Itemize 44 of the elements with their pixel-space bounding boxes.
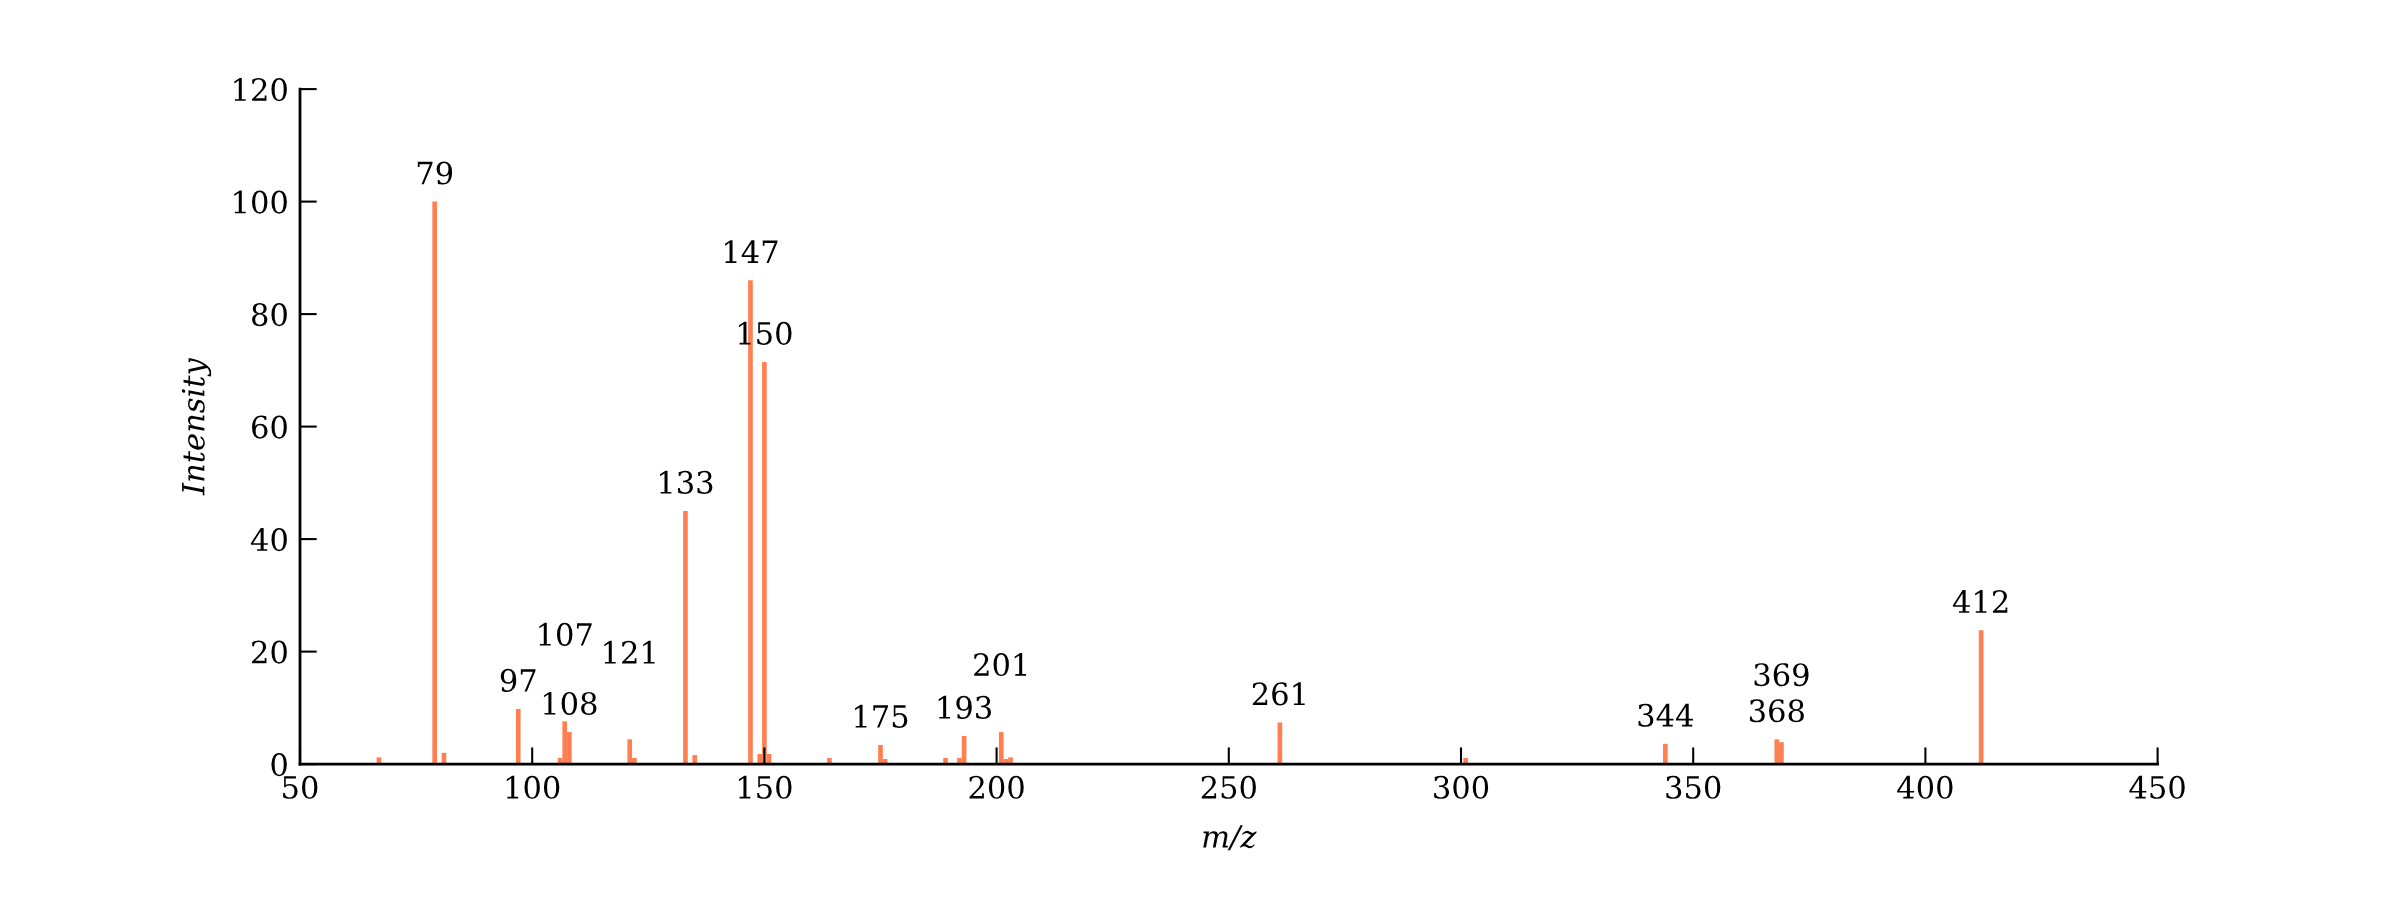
x-tick-label: 50 xyxy=(283,775,318,799)
bar xyxy=(998,732,1004,765)
annotation: 121 xyxy=(604,640,655,664)
y-tick-label: 80 xyxy=(252,303,287,327)
x-tick-label: 350 xyxy=(1666,775,1721,799)
bar xyxy=(515,708,521,765)
bar xyxy=(1663,743,1668,765)
annotation: 147 xyxy=(725,240,778,263)
y-tick-label: 100 xyxy=(234,190,287,214)
annotation: 369 xyxy=(1754,663,1809,687)
x-axis-title: m/z xyxy=(1203,825,1257,851)
annotation: 107 xyxy=(539,622,592,646)
annotation: 175 xyxy=(855,704,908,728)
y-tick-label: 120 xyxy=(234,78,287,102)
x-tick-label: 300 xyxy=(1434,775,1489,799)
x-tick-label: 250 xyxy=(1201,775,1256,799)
annotation: 97 xyxy=(500,668,536,692)
x-tick-label: 100 xyxy=(506,775,560,799)
y-tick-label: 0 xyxy=(271,753,287,777)
annotation: 261 xyxy=(1252,682,1305,706)
annotation: 79 xyxy=(417,161,453,185)
x-tick-label: 200 xyxy=(969,775,1024,799)
annotation: 108 xyxy=(543,691,597,716)
x-tick-label: 150 xyxy=(738,775,792,799)
y-tick-label: 60 xyxy=(252,415,287,439)
x-tick-label: 400 xyxy=(1897,775,1953,799)
bar xyxy=(1774,739,1780,765)
annotation: 368 xyxy=(1749,699,1804,723)
annotation: 193 xyxy=(938,695,991,719)
bar xyxy=(1008,757,1013,765)
annotation: 201 xyxy=(974,653,1027,677)
annotation: 412 xyxy=(1952,590,2008,613)
bar xyxy=(683,510,688,765)
bar xyxy=(562,721,568,765)
annotation: 344 xyxy=(1638,703,1693,727)
y-axis-title: Intensity xyxy=(181,357,212,496)
bar xyxy=(627,739,633,765)
bar xyxy=(878,744,883,765)
y-tick-label: 20 xyxy=(252,640,287,664)
bar xyxy=(692,755,698,765)
annotation: 133 xyxy=(660,470,713,494)
x-tick-label: 450 xyxy=(2129,775,2185,799)
y-tick-label: 40 xyxy=(250,528,287,552)
bar xyxy=(432,201,437,765)
